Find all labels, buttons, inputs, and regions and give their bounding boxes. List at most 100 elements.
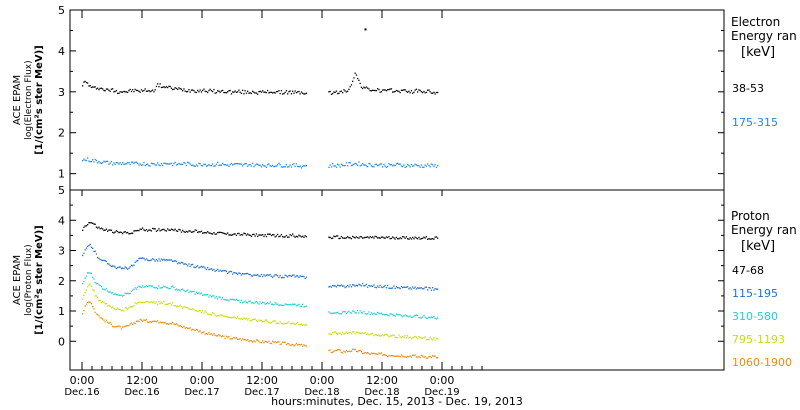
data-point xyxy=(332,93,334,95)
data-point xyxy=(230,298,233,301)
data-point xyxy=(405,315,408,317)
data-point xyxy=(240,318,243,320)
data-point xyxy=(193,165,195,167)
data-point xyxy=(253,166,255,168)
data-point xyxy=(342,237,344,239)
data-point xyxy=(258,319,260,321)
data-point xyxy=(294,90,296,92)
data-point xyxy=(383,354,385,356)
data-point xyxy=(172,260,174,262)
data-point xyxy=(152,227,154,230)
data-point xyxy=(205,268,208,271)
data-point xyxy=(219,231,221,233)
data-point xyxy=(194,165,196,167)
data-point xyxy=(435,337,438,339)
data-point xyxy=(365,236,368,238)
data-point xyxy=(270,275,273,277)
data-point xyxy=(193,291,195,293)
data-point xyxy=(255,92,258,94)
data-point xyxy=(174,228,176,230)
data-point xyxy=(128,292,130,295)
data-point xyxy=(263,91,265,93)
data-point xyxy=(149,91,151,93)
data-point xyxy=(292,274,294,276)
data-point xyxy=(187,327,189,329)
data-point xyxy=(270,303,273,305)
data-point xyxy=(110,88,113,90)
data-point xyxy=(173,88,175,90)
data-point xyxy=(402,355,404,357)
data-point xyxy=(100,301,103,304)
data-point xyxy=(400,337,403,339)
data-point xyxy=(372,332,374,335)
data-point xyxy=(348,310,350,312)
data-point xyxy=(92,276,94,278)
data-point xyxy=(122,162,124,164)
data-point xyxy=(228,271,230,273)
data-point xyxy=(90,86,93,89)
data-point xyxy=(435,166,438,169)
data-point xyxy=(97,296,99,299)
data-point xyxy=(134,302,136,304)
data-point xyxy=(84,292,86,294)
data-point xyxy=(329,349,331,351)
data-point xyxy=(167,287,169,289)
data-point xyxy=(373,166,375,168)
data-point xyxy=(410,337,413,340)
data-point xyxy=(257,274,259,276)
data-point xyxy=(232,338,234,340)
data-point xyxy=(178,162,180,165)
data-point xyxy=(144,286,146,288)
series-795-1193 xyxy=(82,283,439,341)
data-point xyxy=(184,231,186,233)
data-point xyxy=(87,157,89,159)
data-point xyxy=(203,294,205,296)
data-point xyxy=(132,161,134,163)
data-point xyxy=(97,87,99,89)
data-point xyxy=(245,234,248,236)
data-point xyxy=(160,163,163,165)
data-point xyxy=(423,236,425,238)
data-point xyxy=(107,230,109,232)
data-point xyxy=(83,310,85,312)
data-point xyxy=(168,85,170,87)
data-point xyxy=(423,314,425,317)
legend-entry-795-1193: 795-1193 xyxy=(732,333,785,346)
data-point xyxy=(378,352,380,354)
data-point xyxy=(199,163,201,165)
data-point xyxy=(160,229,163,231)
data-point xyxy=(410,288,413,290)
data-point xyxy=(138,90,140,92)
data-point xyxy=(83,294,85,296)
data-point xyxy=(275,322,278,324)
data-point xyxy=(144,164,146,167)
data-point xyxy=(144,301,146,303)
data-point xyxy=(247,319,249,321)
data-point xyxy=(432,238,434,240)
data-point xyxy=(237,299,239,302)
data-point xyxy=(209,232,211,234)
data-point xyxy=(235,337,238,339)
data-point xyxy=(293,162,295,165)
data-point xyxy=(260,91,263,93)
data-point xyxy=(368,352,370,355)
data-point xyxy=(204,90,206,92)
data-point xyxy=(200,230,203,232)
data-point xyxy=(362,312,364,314)
data-point xyxy=(253,302,255,305)
data-point xyxy=(390,164,393,166)
data-point xyxy=(364,332,366,334)
data-point xyxy=(339,166,341,168)
data-point xyxy=(389,88,391,90)
data-point xyxy=(402,165,404,168)
data-point xyxy=(273,341,275,343)
data-point xyxy=(297,236,299,238)
data-point xyxy=(89,272,91,274)
data-point xyxy=(374,163,376,166)
data-point xyxy=(243,163,245,165)
data-point xyxy=(345,331,348,333)
data-point xyxy=(295,305,298,307)
data-point xyxy=(169,163,171,165)
data-point xyxy=(379,313,381,315)
